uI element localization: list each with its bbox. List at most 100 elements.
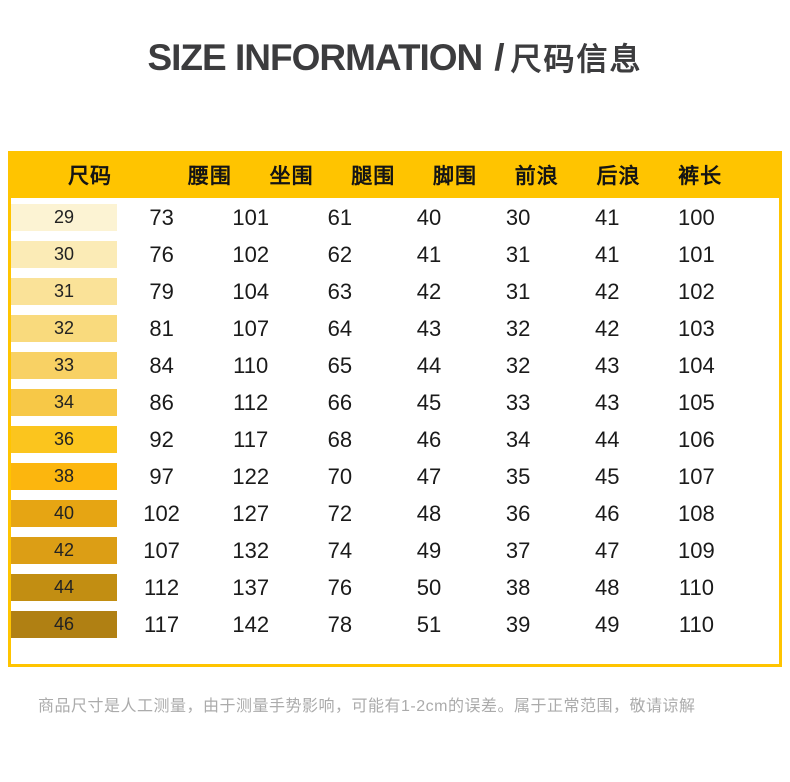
value-cell: 110	[678, 611, 714, 637]
page-title-chinese: 尺码信息	[510, 42, 643, 77]
value-cell: 48	[416, 500, 442, 526]
size-chip: 42	[11, 537, 117, 564]
table-row: 31 79 104 63 42 31 42 102	[11, 273, 779, 310]
page-title-english: SIZE INFORMATION	[147, 37, 483, 78]
value-cell: 48	[595, 574, 620, 600]
value-cell: 47	[595, 537, 620, 563]
value-cell: 40	[416, 204, 442, 230]
value-cell: 110	[233, 352, 269, 378]
value-cell: 142	[232, 611, 270, 637]
value-cell: 42	[595, 315, 620, 341]
size-cell: 36	[11, 426, 117, 453]
value-cell: 101	[232, 204, 270, 230]
size-chip: 44	[11, 574, 117, 601]
table-row: 46 117 142 78 51 39 49 110	[11, 606, 779, 643]
table-row: 44 112 137 76 50 38 48 110	[11, 569, 779, 606]
size-cell: 31	[11, 278, 117, 305]
size-chip: 31	[11, 278, 117, 305]
value-cell: 38	[505, 574, 531, 600]
value-cell: 110	[678, 574, 714, 600]
value-cell: 132	[232, 537, 270, 563]
value-cell: 104	[678, 352, 715, 378]
value-cell: 81	[149, 315, 174, 341]
value-cell: 43	[595, 352, 620, 378]
value-cell: 30	[505, 204, 531, 230]
size-cell: 40	[11, 500, 117, 527]
value-cell: 41	[595, 204, 620, 230]
value-cell: 44	[595, 426, 620, 452]
value-cell: 49	[416, 537, 442, 563]
size-information-page: SIZE INFORMATION / 尺码信息 尺码 腰围 坐围 腿围 脚围 前浪 后浪 裤长 2…	[0, 36, 790, 782]
size-cell: 29	[11, 204, 117, 231]
size-chip: 30	[11, 241, 117, 268]
size-chip: 32	[11, 315, 117, 342]
table-row: 34 86 112 66 45 33 43 105	[11, 384, 779, 421]
size-table-body: 29 73 101 61 40 30 41 100 30 76 102 62 41 31 41 101 31 79…	[11, 198, 779, 664]
value-cell: 42	[595, 278, 620, 304]
size-chip: 46	[11, 611, 117, 638]
size-chip: 36	[11, 426, 117, 453]
header-cell-6: 后浪	[596, 164, 641, 188]
value-cell: 45	[416, 389, 442, 415]
value-cell: 100	[678, 204, 715, 230]
size-cell: 32	[11, 315, 117, 342]
size-cell: 44	[11, 574, 117, 601]
value-cell: 65	[327, 352, 353, 378]
value-cell: 68	[327, 426, 353, 452]
value-cell: 137	[232, 574, 270, 600]
table-row: 40 102 127 72 48 36 46 108	[11, 495, 779, 532]
value-cell: 46	[595, 500, 620, 526]
value-cell: 102	[678, 278, 715, 304]
value-cell: 86	[149, 389, 174, 415]
value-cell: 76	[327, 574, 353, 600]
table-row: 38 97 122 70 47 35 45 107	[11, 458, 779, 495]
page-title: SIZE INFORMATION / 尺码信息	[0, 36, 790, 82]
value-cell: 35	[505, 463, 531, 489]
value-cell: 78	[327, 611, 353, 637]
size-cell: 38	[11, 463, 117, 490]
table-row: 32 81 107 64 43 32 42 103	[11, 310, 779, 347]
value-cell: 41	[416, 241, 442, 267]
value-cell: 32	[505, 315, 531, 341]
size-chip: 29	[11, 204, 117, 231]
size-chip: 40	[11, 500, 117, 527]
size-chip: 33	[11, 352, 117, 379]
value-cell: 51	[416, 611, 442, 637]
value-cell: 106	[678, 426, 715, 452]
header-cell-4: 脚围	[433, 164, 478, 188]
size-chip: 38	[11, 463, 117, 490]
header-cell-7: 裤长	[678, 164, 723, 188]
size-cell: 42	[11, 537, 117, 564]
header-cell-2: 坐围	[269, 164, 314, 188]
value-cell: 112	[144, 574, 180, 600]
value-cell: 73	[149, 204, 174, 230]
table-row: 33 84 110 65 44 32 43 104	[11, 347, 779, 384]
size-table-header: 尺码 腰围 坐围 腿围 脚围 前浪 后浪 裤长	[11, 151, 779, 198]
value-cell: 44	[416, 352, 442, 378]
size-cell: 33	[11, 352, 117, 379]
measurement-note: 商品尺寸是人工测量，由于测量手势影响，可能有1-2cm的误差。属于正常范围，敬请…	[38, 698, 696, 715]
value-cell: 107	[678, 463, 715, 489]
value-cell: 34	[505, 426, 531, 452]
value-cell: 66	[327, 389, 353, 415]
value-cell: 107	[232, 315, 270, 341]
value-cell: 41	[595, 241, 620, 267]
header-cell-1: 腰围	[187, 164, 232, 188]
value-cell: 36	[505, 500, 531, 526]
value-cell: 64	[327, 315, 353, 341]
table-row: 36 92 117 68 46 34 44 106	[11, 421, 779, 458]
size-table: 尺码 腰围 坐围 腿围 脚围 前浪 后浪 裤长 29 73 101 61 40 30 41 100 30 76 1…	[8, 151, 782, 667]
value-cell: 117	[233, 426, 269, 452]
value-cell: 79	[149, 278, 174, 304]
value-cell: 47	[416, 463, 442, 489]
value-cell: 43	[595, 389, 620, 415]
value-cell: 62	[327, 241, 353, 267]
value-cell: 84	[149, 352, 174, 378]
table-row: 42 107 132 74 49 37 47 109	[11, 532, 779, 569]
value-cell: 108	[678, 500, 715, 526]
value-cell: 43	[416, 315, 442, 341]
value-cell: 39	[505, 611, 531, 637]
value-cell: 31	[505, 241, 531, 267]
value-cell: 42	[416, 278, 442, 304]
value-cell: 74	[327, 537, 353, 563]
